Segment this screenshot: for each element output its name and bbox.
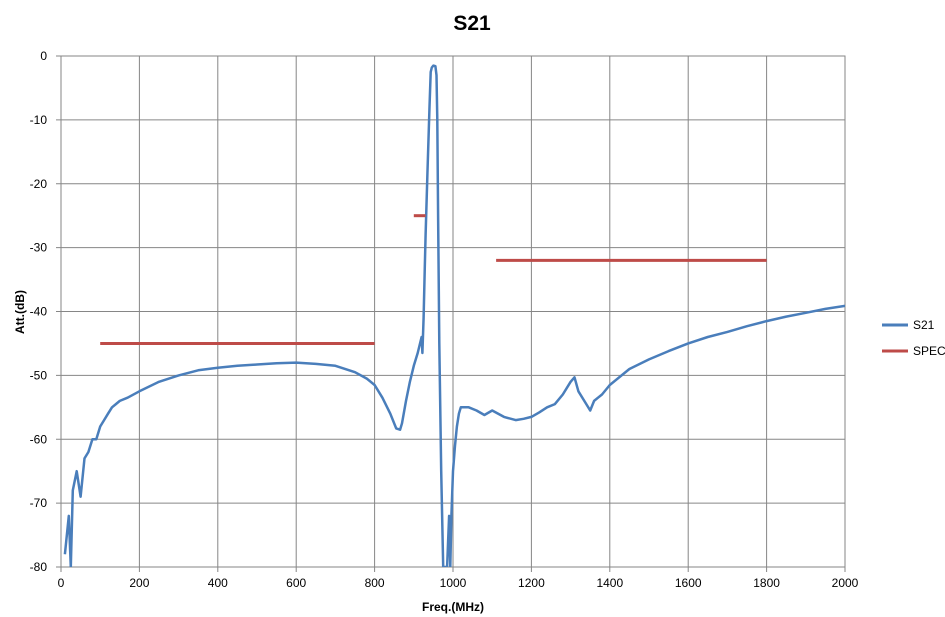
y-tick-label: -30 <box>30 241 48 255</box>
y-tick-label: 0 <box>40 49 47 63</box>
y-tick-label: -70 <box>30 496 48 510</box>
y-tick-label: -60 <box>30 432 48 446</box>
x-tick-label: 400 <box>208 576 228 590</box>
x-tick-label: 1000 <box>440 576 467 590</box>
x-tick-label: 1600 <box>675 576 702 590</box>
x-tick-label: 600 <box>286 576 306 590</box>
series-layer <box>63 64 845 567</box>
grid <box>61 56 845 567</box>
x-tick-label: 1200 <box>518 576 545 590</box>
x-tick-label: 0 <box>58 576 65 590</box>
series-s21-line <box>63 64 845 567</box>
x-axis-ticks: 0 200 400 600 800 1000 1200 1400 1600 1800 2000 <box>58 567 859 590</box>
x-tick-label: 2000 <box>832 576 859 590</box>
legend-label-s21: S21 <box>913 318 935 332</box>
x-tick-label: 200 <box>129 576 149 590</box>
y-tick-label: -20 <box>30 177 48 191</box>
x-tick-label: 800 <box>365 576 385 590</box>
y-tick-label: -10 <box>30 113 48 127</box>
y-axis-ticks: 0 -10 -20 -30 -40 -50 -60 -70 -80 <box>30 49 61 574</box>
y-tick-label: -40 <box>30 305 48 319</box>
y-tick-label: -80 <box>30 560 48 574</box>
legend-label-spec: SPEC <box>913 344 945 358</box>
chart-title: S21 <box>453 12 491 35</box>
y-tick-label: -50 <box>30 368 48 382</box>
legend: S21 SPEC <box>882 318 945 358</box>
y-axis-label: Att.(dB) <box>13 290 27 334</box>
x-axis-label: Freq.(MHz) <box>422 600 484 614</box>
x-tick-label: 1800 <box>753 576 780 590</box>
x-tick-label: 1400 <box>596 576 623 590</box>
